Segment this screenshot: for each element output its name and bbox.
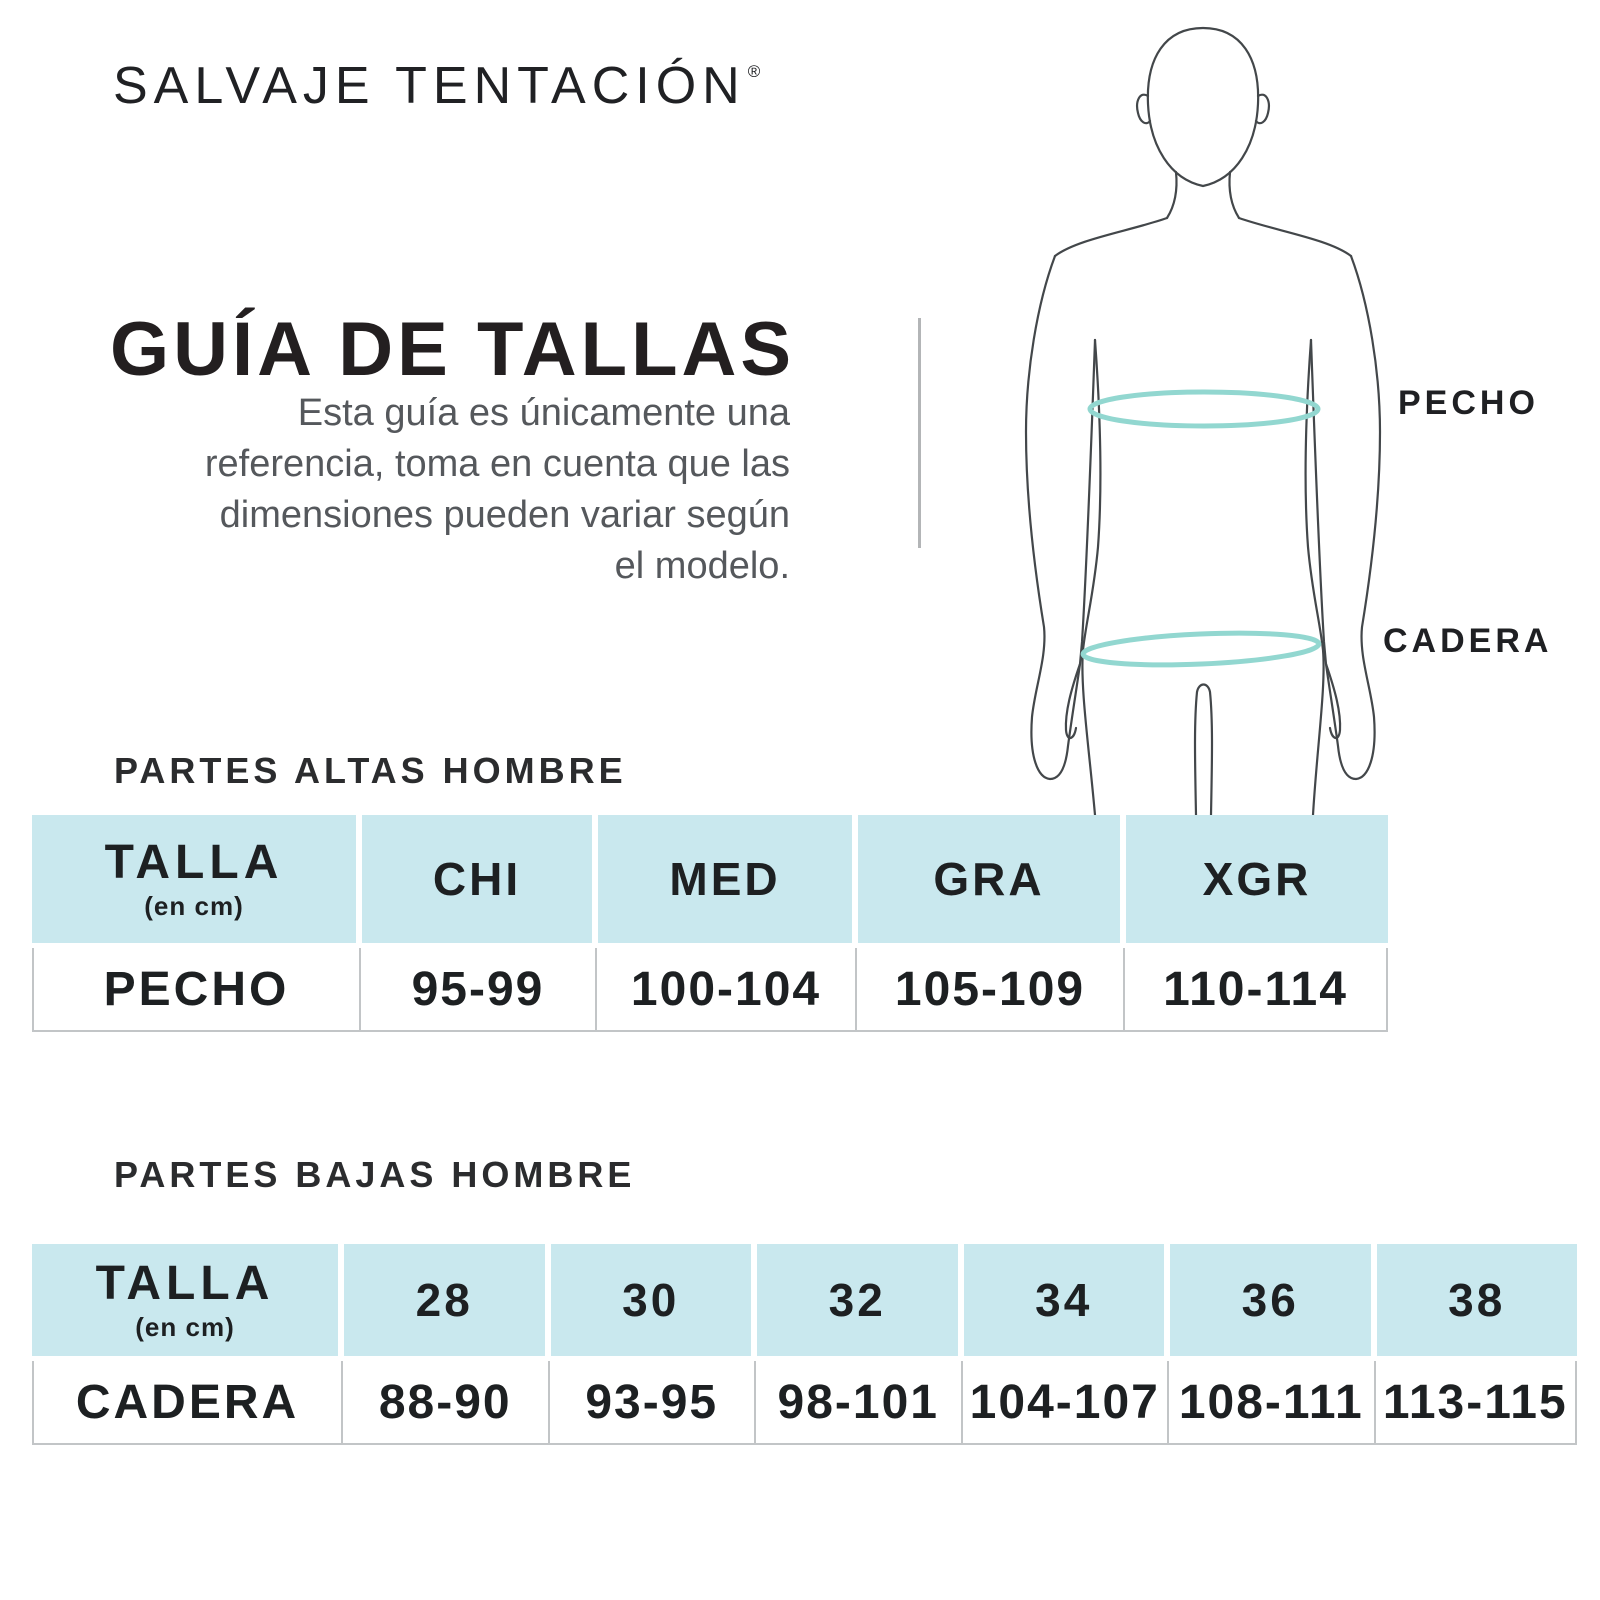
- header-cell-size: CHI: [362, 815, 592, 943]
- cell-value: 105-109: [857, 948, 1125, 1030]
- left-arm: [1024, 254, 1097, 781]
- header-cell-size: 30: [550, 1244, 751, 1356]
- bottoms-size-table: TALLA (en cm) 28 30 32 34 36 38 CADERA 8…: [32, 1244, 1577, 1445]
- cell-value: 104-107: [962, 1361, 1169, 1443]
- bottoms-table-row-cadera: CADERA 88-90 93-95 98-101 104-107 108-11…: [32, 1361, 1577, 1445]
- header-cell-size: MED: [598, 815, 852, 943]
- body-figure-svg: [1024, 26, 1382, 817]
- header-cell-talla: TALLA (en cm): [32, 815, 356, 943]
- cell-value: 108-111: [1169, 1361, 1376, 1443]
- bottoms-table-header: TALLA (en cm) 28 30 32 34 36 38: [32, 1244, 1577, 1356]
- chest-label: PECHO: [1398, 384, 1539, 422]
- neck-right: [1228, 170, 1241, 220]
- shoulder-left: [1053, 216, 1169, 258]
- tops-table-row-pecho: PECHO 95-99 100-104 105-109 110-114: [32, 948, 1388, 1032]
- vertical-divider: [918, 318, 921, 548]
- cell-value: 100-104: [597, 948, 857, 1030]
- header-cell-size: XGR: [1126, 815, 1388, 943]
- header-cell-size: 28: [344, 1244, 545, 1356]
- intro-line: Esta guía es únicamente una: [297, 392, 790, 434]
- intro-paragraph: Esta guía es únicamente una referencia, …: [88, 388, 790, 592]
- cell-value: 88-90: [343, 1361, 550, 1443]
- talla-label: TALLA: [104, 836, 284, 889]
- header-cell-size: GRA: [858, 815, 1120, 943]
- header-cell-size: 32: [757, 1244, 958, 1356]
- tops-table-header: TALLA (en cm) CHI MED GRA XGR: [32, 815, 1388, 943]
- header-cell-size: 36: [1170, 1244, 1371, 1356]
- intro-line: dimensiones pueden variar según: [219, 494, 790, 536]
- right-thumb: [1324, 662, 1342, 740]
- cell-value: 113-115: [1375, 1361, 1575, 1443]
- header-cell-talla: TALLA (en cm): [32, 1244, 338, 1356]
- inner-legs: [1193, 683, 1214, 817]
- row-label: CADERA: [34, 1361, 343, 1443]
- hips-measure-line: [1080, 630, 1322, 668]
- hips-label: CADERA: [1383, 622, 1553, 660]
- registered-mark: ®: [747, 62, 761, 81]
- cell-value: 93-95: [549, 1361, 756, 1443]
- unit-label: (en cm): [135, 1312, 235, 1342]
- right-arm: [1309, 254, 1382, 781]
- chest-measure-line: [1087, 389, 1321, 429]
- torso-left: [1081, 338, 1102, 817]
- brand-logo: SALVAJE TENTACIÓN ®: [113, 56, 761, 116]
- tops-section-title: PARTES ALTAS HOMBRE: [114, 750, 627, 791]
- header-cell-size: 34: [963, 1244, 1164, 1356]
- intro-line: el modelo.: [614, 545, 790, 587]
- tops-size-table: TALLA (en cm) CHI MED GRA XGR PECHO 95-9…: [32, 815, 1388, 1032]
- bottoms-section-title: PARTES BAJAS HOMBRE: [114, 1154, 636, 1195]
- left-ear: [1136, 93, 1152, 125]
- row-label: PECHO: [34, 948, 361, 1030]
- intro-line: referencia, toma en cuenta que las: [204, 443, 790, 485]
- shoulder-right: [1237, 216, 1353, 258]
- body-figure: [995, 22, 1407, 817]
- cell-value: 95-99: [361, 948, 597, 1030]
- neck-left: [1165, 170, 1178, 220]
- torso-right: [1304, 338, 1325, 817]
- cell-value: 110-114: [1125, 948, 1386, 1030]
- unit-label: (en cm): [144, 891, 244, 921]
- right-ear: [1254, 93, 1270, 125]
- head-outline: [1146, 26, 1260, 188]
- left-thumb: [1064, 662, 1082, 740]
- cell-value: 98-101: [756, 1361, 963, 1443]
- body-outline: [1024, 26, 1382, 817]
- talla-label: TALLA: [95, 1257, 275, 1310]
- header-cell-size: 38: [1376, 1244, 1577, 1356]
- brand-name: SALVAJE TENTACIÓN: [113, 57, 746, 115]
- page-title: GUÍA DE TALLAS: [110, 307, 796, 392]
